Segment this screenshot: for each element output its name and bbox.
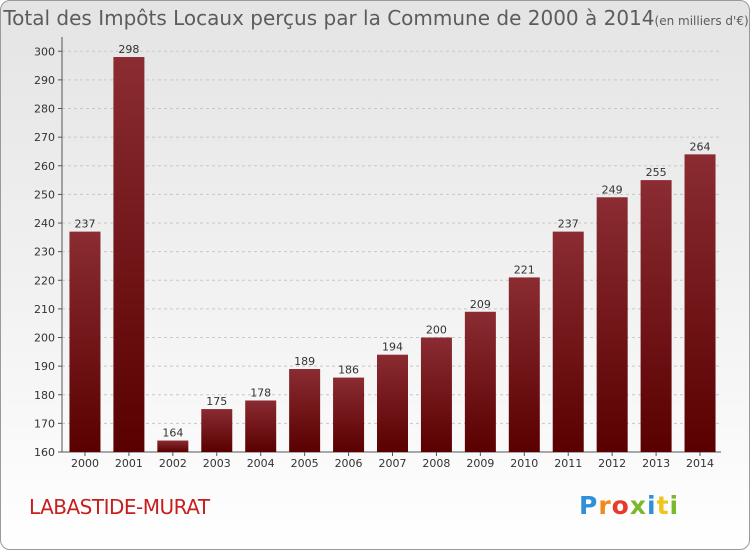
y-tick-label: 160 bbox=[34, 446, 55, 459]
data-label: 249 bbox=[602, 183, 623, 196]
x-tick-label: 2001 bbox=[115, 457, 143, 470]
data-label: 178 bbox=[250, 386, 271, 399]
bar bbox=[464, 311, 496, 452]
logo-letter: x bbox=[629, 491, 647, 520]
x-tick-label: 2013 bbox=[642, 457, 670, 470]
x-tick-label: 2002 bbox=[159, 457, 187, 470]
x-tick-label: 2000 bbox=[71, 457, 99, 470]
x-tick-label: 2003 bbox=[203, 457, 231, 470]
y-tick-label: 220 bbox=[34, 274, 55, 287]
x-tick-label: 2004 bbox=[247, 457, 275, 470]
y-tick-label: 190 bbox=[34, 360, 55, 373]
bar bbox=[157, 440, 189, 452]
bar bbox=[420, 337, 452, 452]
data-label: 200 bbox=[426, 324, 447, 337]
x-tick-label: 2010 bbox=[510, 457, 538, 470]
logo-letter: P bbox=[579, 491, 599, 520]
logo-letter: t bbox=[656, 491, 670, 520]
x-tick-label: 2006 bbox=[335, 457, 363, 470]
chart-title-main: Total des Impôts Locaux perçus par la Co… bbox=[3, 6, 655, 30]
data-label: 186 bbox=[338, 364, 359, 377]
data-label: 175 bbox=[206, 395, 227, 408]
data-label: 298 bbox=[118, 43, 139, 56]
bar bbox=[596, 197, 628, 452]
logo-letter: i bbox=[669, 491, 680, 520]
bar bbox=[377, 354, 408, 452]
chart-title: Total des Impôts Locaux perçus par la Co… bbox=[1, 6, 749, 30]
y-tick-label: 240 bbox=[34, 217, 55, 230]
bar bbox=[201, 409, 233, 452]
bar bbox=[289, 369, 321, 452]
x-tick-label: 2007 bbox=[379, 457, 407, 470]
logo-letter: r bbox=[598, 491, 612, 520]
data-label: 264 bbox=[690, 140, 711, 153]
bar bbox=[508, 277, 540, 452]
data-label: 237 bbox=[558, 218, 579, 231]
bar bbox=[640, 180, 672, 452]
x-tick-label: 2012 bbox=[598, 457, 626, 470]
bar bbox=[684, 154, 716, 452]
y-tick-label: 200 bbox=[34, 332, 55, 345]
chart-title-unit: (en milliers d'€) bbox=[654, 14, 749, 28]
x-tick-label: 2011 bbox=[554, 457, 582, 470]
y-tick-label: 280 bbox=[34, 103, 55, 116]
y-tick-label: 270 bbox=[34, 131, 55, 144]
y-tick-label: 180 bbox=[34, 389, 55, 402]
bar bbox=[245, 400, 277, 452]
bar bbox=[552, 231, 584, 452]
bar bbox=[333, 377, 365, 452]
data-label: 209 bbox=[470, 298, 491, 311]
commune-name: LABASTIDE-MURAT bbox=[29, 495, 210, 519]
x-tick-label: 2014 bbox=[686, 457, 714, 470]
y-tick-label: 250 bbox=[34, 188, 55, 201]
y-tick-label: 210 bbox=[34, 303, 55, 316]
data-label: 194 bbox=[382, 341, 403, 354]
y-tick-label: 290 bbox=[34, 74, 55, 87]
data-label: 237 bbox=[74, 218, 95, 231]
x-tick-label: 2009 bbox=[466, 457, 494, 470]
y-tick-label: 260 bbox=[34, 160, 55, 173]
logo-letter: o bbox=[611, 491, 630, 520]
bar bbox=[113, 57, 145, 452]
y-tick-label: 170 bbox=[34, 417, 55, 430]
data-label: 164 bbox=[162, 427, 183, 440]
y-tick-label: 300 bbox=[34, 45, 55, 58]
y-tick-label: 230 bbox=[34, 246, 55, 259]
data-label: 189 bbox=[294, 355, 315, 368]
bar bbox=[69, 231, 101, 452]
proxiti-logo: Proxiti bbox=[579, 491, 679, 520]
x-tick-label: 2008 bbox=[422, 457, 450, 470]
logo-letter: i bbox=[647, 491, 657, 520]
data-label: 255 bbox=[646, 166, 667, 179]
data-label: 221 bbox=[514, 263, 535, 276]
x-tick-label: 2005 bbox=[291, 457, 319, 470]
